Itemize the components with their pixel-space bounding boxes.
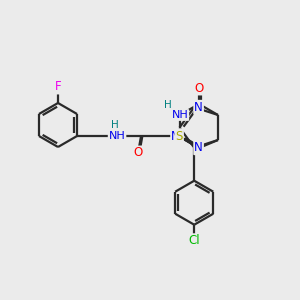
Text: N: N: [194, 101, 203, 114]
Text: S: S: [176, 130, 183, 142]
Text: H: H: [111, 120, 119, 130]
Text: O: O: [194, 82, 204, 94]
Text: H: H: [164, 100, 172, 110]
Text: Cl: Cl: [188, 234, 200, 247]
Text: S: S: [176, 130, 183, 142]
Text: N: N: [171, 130, 180, 143]
Text: F: F: [55, 80, 61, 94]
Text: NH: NH: [172, 110, 188, 120]
Text: O: O: [134, 146, 143, 160]
Text: N: N: [194, 141, 203, 154]
Text: NH: NH: [109, 131, 125, 141]
